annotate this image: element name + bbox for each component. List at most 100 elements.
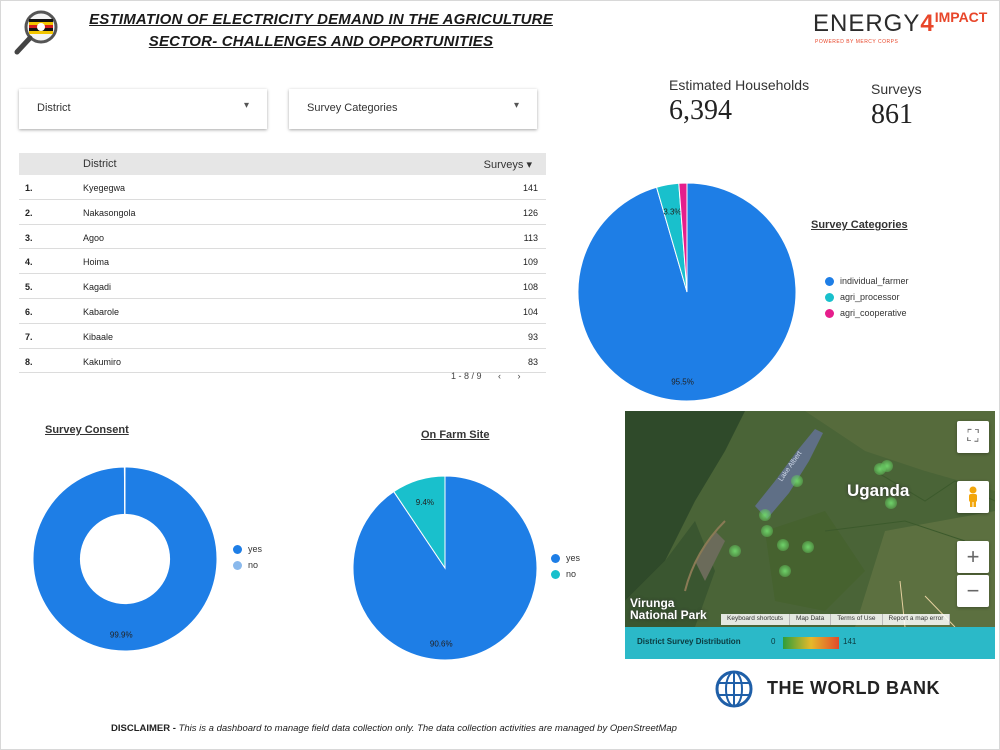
map-legend-bar: District Survey Distribution 0 141 [625, 627, 995, 659]
surveys-scorecard-value: 861 [871, 99, 913, 130]
legend-item[interactable]: agri_processor [825, 289, 909, 305]
keyboard-shortcuts-link[interactable]: Keyboard shortcuts [721, 614, 791, 625]
legend-item[interactable]: yes [551, 550, 580, 566]
park-line-1: Virunga [630, 596, 675, 610]
pie-data-label: 3.3% [663, 208, 681, 217]
legend-label: agri_cooperative [840, 308, 907, 318]
legend-item[interactable]: no [551, 566, 580, 582]
fullscreen-button[interactable]: ⛶ [957, 421, 989, 453]
survey-categories-filter-dropdown[interactable]: Survey Categories ▾ [289, 89, 537, 129]
map-district-marker[interactable] [777, 539, 789, 551]
disclaimer-body: This is a dashboard to manage field data… [178, 723, 677, 734]
survey-categories-legend: individual_farmer agri_processor agri_coop… [825, 273, 909, 321]
table-row[interactable]: 3. Agoo 113 [19, 225, 546, 250]
map-legend-title: District Survey Distribution [637, 637, 741, 646]
map-district-marker[interactable] [729, 545, 741, 557]
table-cell-name: Nakasongola [83, 207, 136, 218]
globe-icon [715, 670, 753, 708]
street-view-pegman-icon[interactable] [957, 481, 989, 513]
column-header-district[interactable]: District [83, 158, 117, 170]
column-header-surveys[interactable]: Surveys ▾ [483, 159, 532, 171]
brand-impact: IMPACT [934, 9, 988, 25]
legend-label: yes [248, 544, 263, 554]
table-row[interactable]: 5. Kagadi 108 [19, 274, 546, 299]
disclaimer-text: DISCLAIMER - This is a dashboard to mana… [111, 723, 871, 734]
pie-data-label: 90.6% [430, 639, 453, 648]
legend-label: no [248, 560, 259, 570]
legend-item[interactable]: no [233, 557, 262, 573]
on-farm-site-pie-chart: 90.6% 9.4% [352, 475, 538, 661]
table-cell-val: 126 [522, 207, 538, 218]
district-filter-dropdown[interactable]: District ▾ [19, 89, 267, 129]
table-cell-name: Hoima [83, 257, 110, 268]
park-line-2: National Park [630, 608, 707, 622]
households-scorecard-label: Estimated Households [669, 77, 810, 93]
pie-data-label: 95.5% [671, 377, 694, 386]
legend-label: agri_processor [840, 292, 900, 302]
pagination-range: 1 - 8 / 9 [451, 371, 482, 381]
map-legend-gradient [783, 637, 839, 649]
table-row[interactable]: 4. Hoima 109 [19, 249, 546, 275]
table-cell-val: 113 [523, 232, 538, 243]
legend-swatch [825, 292, 834, 302]
table-cell-name: Agoo [83, 232, 105, 243]
map-data-link[interactable]: Map Data [790, 614, 832, 625]
survey-categories-pie-chart: 95.5% 3.3% [577, 182, 797, 402]
table-cell-val: 141 [522, 183, 538, 193]
energy4impact-logo: ENERGY4IMPACT POWERED BY MERCY CORPS [811, 7, 991, 49]
disclaimer-lead: DISCLAIMER - [111, 723, 176, 734]
district-survey-map[interactable]: Lake Albert Uganda Virunga National Park… [625, 411, 995, 659]
surveys-scorecard-label: Surveys [871, 81, 922, 97]
survey-categories-filter-label: Survey Categories [307, 102, 398, 114]
map-district-marker[interactable] [802, 541, 814, 553]
legend-swatch [551, 569, 560, 579]
map-district-marker[interactable] [779, 565, 791, 577]
pie-slice-agri-cooperative[interactable] [678, 182, 688, 293]
district-surveys-table: District Surveys ▾ 1. Kyegegwa 141 2. Nakaso… [19, 153, 546, 374]
brand-number: 4 [920, 10, 935, 37]
legend-item[interactable]: yes [233, 541, 262, 557]
legend-swatch [825, 276, 834, 286]
legend-label: yes [566, 553, 581, 563]
brand-tagline: POWERED BY MERCY CORPS [815, 39, 899, 45]
legend-swatch [825, 308, 834, 318]
zoom-in-button[interactable]: + [957, 541, 989, 573]
map-district-marker[interactable] [874, 463, 886, 475]
district-filter-label: District [37, 102, 71, 114]
households-scorecard-value: 6,394 [669, 95, 732, 126]
zoom-out-button[interactable]: − [957, 575, 989, 607]
table-row[interactable]: 7. Kibaale 93 [19, 324, 546, 349]
table-cell-val: 104 [522, 306, 538, 317]
table-cell-val: 108 [522, 282, 538, 293]
table-cell-idx: 1. [25, 183, 33, 193]
donut-hole [79, 513, 171, 605]
table-row[interactable]: 2. Nakasongola 126 [19, 200, 546, 225]
table-cell-val: 83 [527, 356, 538, 367]
title-line-2: SECTOR- CHALLENGES AND OPPORTUNITIES [148, 33, 494, 50]
legend-item[interactable]: agri_cooperative [825, 305, 909, 321]
world-bank-logo: THE WORLD BANK [709, 669, 979, 711]
table-cell-idx: 3. [25, 232, 33, 243]
map-country-label: Uganda [847, 481, 910, 500]
table-row[interactable]: 8. Kakumiro 83 [19, 349, 546, 374]
map-attribution-bar: Keyboard shortcuts Map Data Terms of Use… [721, 614, 951, 625]
map-district-marker[interactable] [885, 497, 897, 509]
pie-slice-no[interactable] [393, 475, 446, 570]
next-page-button[interactable]: › [517, 371, 521, 381]
legend-item[interactable]: individual_farmer [825, 273, 909, 289]
table-cell-idx: 7. [25, 331, 33, 342]
pie-data-label: 9.4% [416, 498, 434, 507]
report-map-error-link[interactable]: Report a map error [883, 614, 951, 625]
table-row[interactable]: 6. Kabarole 104 [19, 299, 546, 324]
table-cell-idx: 6. [25, 306, 33, 317]
title-line-1: ESTIMATION OF ELECTRICITY DEMAND IN THE … [89, 11, 553, 28]
previous-page-button[interactable]: ‹ [498, 371, 502, 381]
table-row[interactable]: 1. Kyegegwa 141 [19, 175, 546, 200]
map-district-marker[interactable] [759, 509, 771, 521]
map-district-marker[interactable] [761, 525, 773, 537]
map-district-marker[interactable] [791, 475, 803, 487]
table-cell-name: Kyegegwa [83, 183, 126, 193]
map-legend-min: 0 [771, 637, 776, 646]
survey-consent-legend: yes no [233, 541, 262, 573]
terms-of-use-link[interactable]: Terms of Use [831, 614, 883, 625]
